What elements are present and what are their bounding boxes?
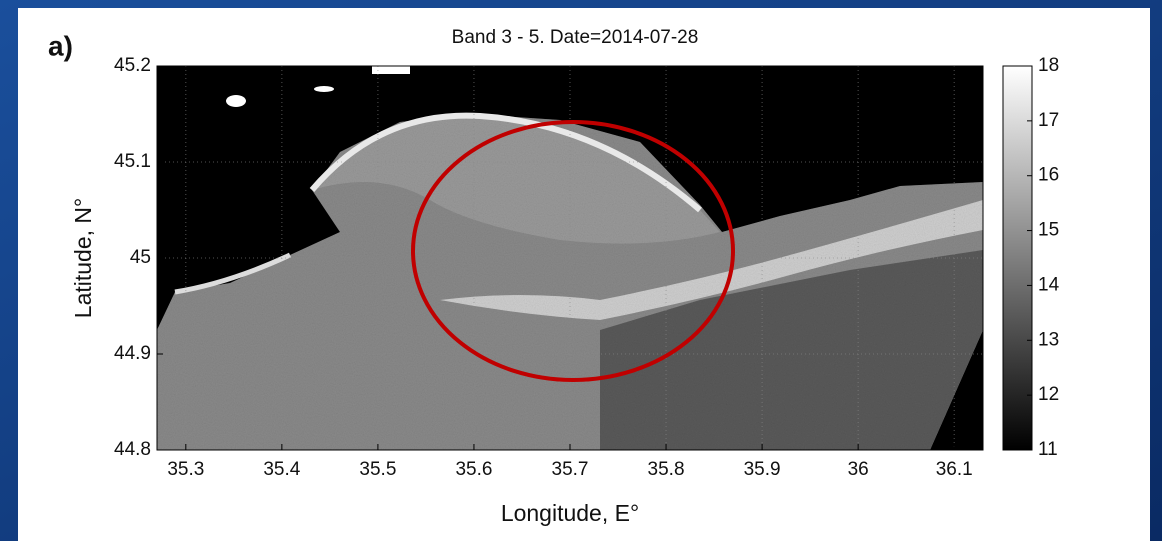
y-tick-label: 45 — [130, 247, 151, 268]
plume — [312, 115, 720, 244]
x-tick-label: 36.1 — [936, 459, 973, 480]
colorbar-tick-label: 17 — [1038, 110, 1059, 131]
y-tick-label: 45.1 — [114, 151, 151, 172]
y-tick-label: 44.9 — [114, 343, 151, 364]
coast-edge — [174, 252, 292, 295]
island — [226, 95, 246, 107]
colorbar-tick-label: 12 — [1038, 384, 1059, 405]
dark-water — [600, 250, 983, 450]
x-tick-label: 35.9 — [744, 459, 781, 480]
colorbar-tick-label: 15 — [1038, 220, 1059, 241]
highlight-ellipse — [411, 120, 735, 382]
plume-edge — [309, 112, 702, 213]
x-tick-label: 35.5 — [359, 459, 396, 480]
island — [314, 86, 334, 92]
x-tick-label: 35.4 — [263, 459, 300, 480]
colorbar-tick-label: 14 — [1038, 274, 1060, 295]
colorbar-tick-label: 13 — [1038, 329, 1059, 350]
colorbar-tick-label: 11 — [1038, 439, 1058, 460]
y-tick-label: 45.2 — [114, 55, 151, 76]
colorbar — [1002, 65, 1033, 451]
colorbar-tick-label: 16 — [1038, 165, 1059, 186]
x-tick-label: 36 — [848, 459, 869, 480]
y-axis-label: Latitude, N° — [70, 198, 96, 318]
x-axis-label: Longitude, E° — [501, 500, 639, 526]
x-tick-label: 35.6 — [455, 459, 492, 480]
island — [372, 66, 410, 74]
panel-label: a) — [48, 30, 73, 61]
x-tick-label: 35.3 — [167, 459, 204, 480]
y-tick-label: 44.8 — [114, 439, 151, 460]
chart-title: Band 3 - 5. Date=2014-07-28 — [452, 27, 699, 48]
x-tick-label: 35.8 — [648, 459, 685, 480]
colorbar-tick-label: 18 — [1038, 55, 1059, 76]
x-tick-label: 35.7 — [552, 459, 589, 480]
bright-filament — [440, 200, 983, 320]
